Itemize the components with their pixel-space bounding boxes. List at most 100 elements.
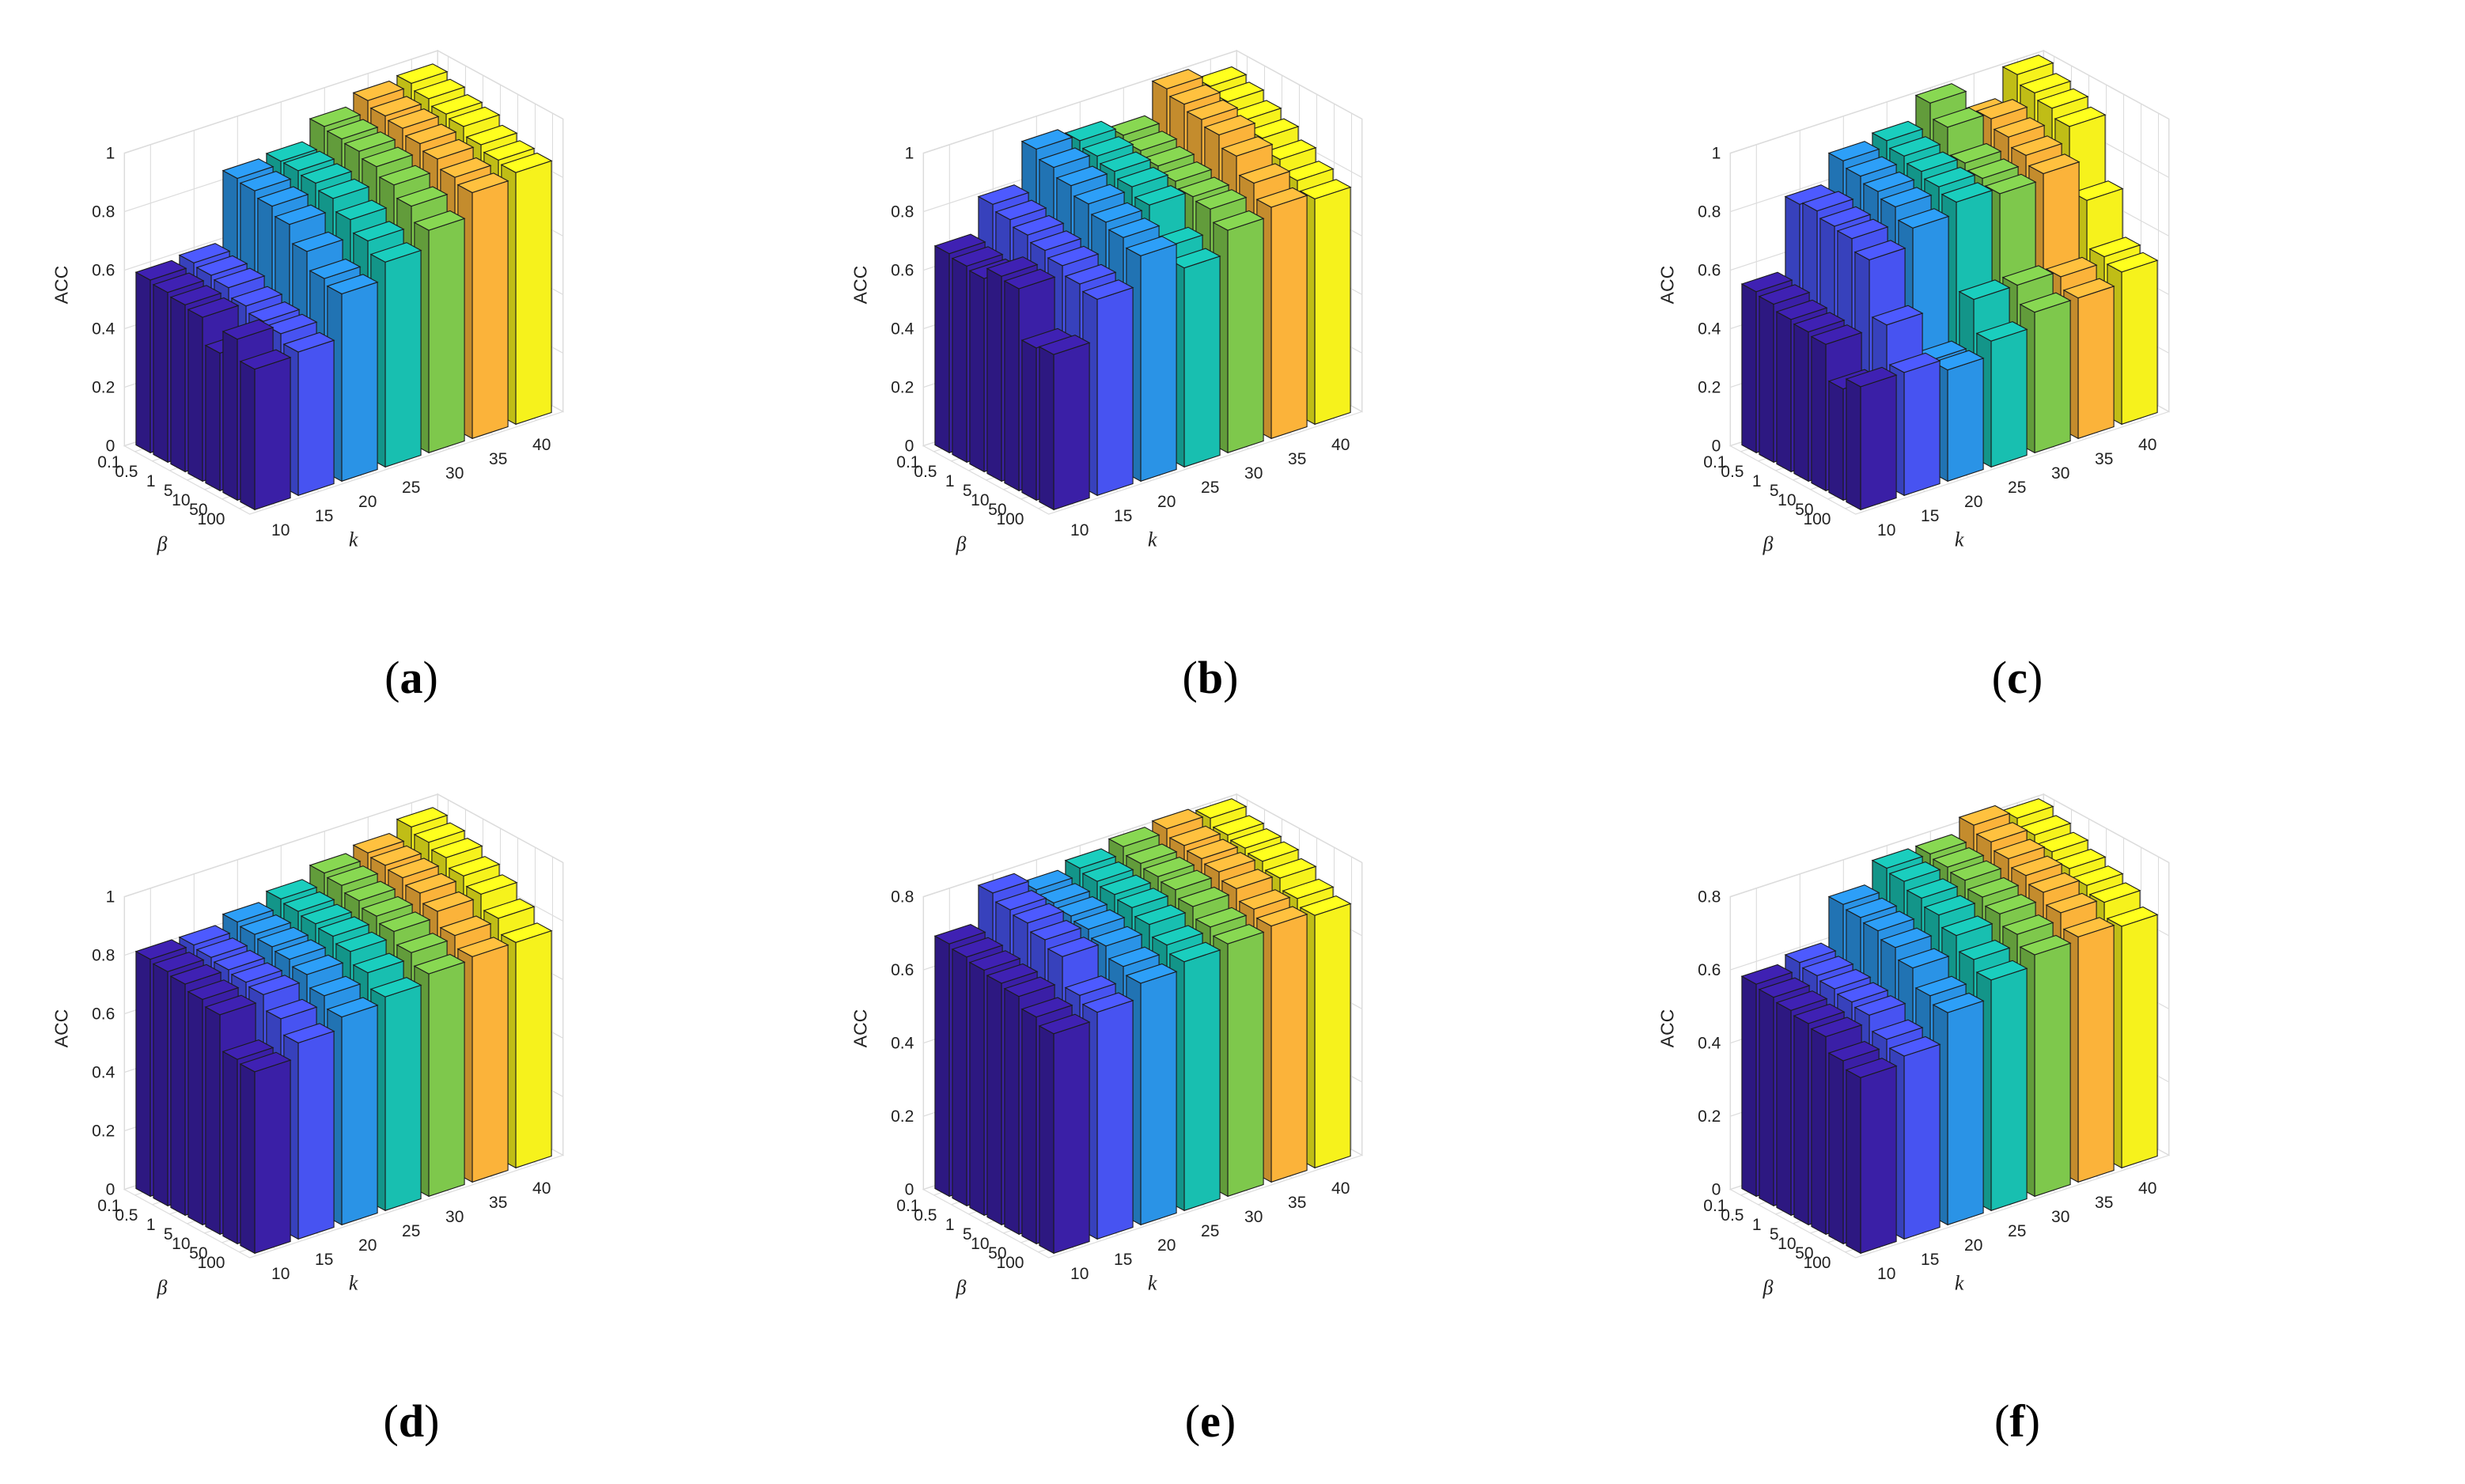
bar-top-face [1081, 861, 1134, 882]
bar-top-face [369, 845, 422, 866]
z-tick-label: 0.6 [891, 961, 914, 979]
bar-top-face [1125, 131, 1178, 151]
beta-tick-label: 50 [189, 1244, 207, 1263]
bar-top-face [248, 975, 301, 995]
bar-top-face [1108, 827, 1161, 847]
bar [1845, 1058, 1898, 1255]
bar [2062, 917, 2115, 1183]
bar-top-face [1212, 815, 1265, 836]
beta-axis-label: β [956, 1276, 967, 1299]
bar-top-face [300, 163, 353, 184]
bar-top-face [951, 937, 1004, 958]
bar3d-chart-a: 00.20.40.60.81ACC0.10.5151050100β1015202… [51, 49, 565, 555]
beta-tick-label: 50 [1795, 501, 1813, 519]
bar-top-face [1073, 184, 1126, 205]
bar-front-face [1096, 1000, 1134, 1240]
bar-top-face [1116, 166, 1169, 187]
bar-top-face [1073, 909, 1126, 930]
bar-top-face [309, 853, 362, 874]
z-tick-label: 1 [106, 145, 115, 163]
bar-top-face [1125, 236, 1178, 256]
k-tick-label: 40 [2138, 1179, 2156, 1198]
bar-top-face [204, 994, 257, 1016]
bar-top-face [1055, 895, 1108, 917]
bar [1932, 992, 1985, 1226]
bar-top-face [1195, 66, 1248, 87]
k-tick-label: 40 [2138, 436, 2156, 454]
bar-top-face [1108, 218, 1161, 238]
bar-top-face [1793, 312, 1846, 333]
bar [2106, 252, 2159, 426]
bar-top-face [1186, 839, 1239, 860]
bar [1125, 963, 1178, 1226]
bar-top-face [352, 80, 405, 101]
k-tick-label: 10 [1070, 521, 1089, 539]
bar-top-face [1212, 210, 1265, 231]
bar-top-face [1880, 187, 1933, 208]
bar-front-face [384, 984, 422, 1212]
bar-top-face [1958, 279, 2011, 301]
bar-top-face [439, 915, 492, 937]
z-gridline [124, 793, 563, 898]
bar-top-face [239, 914, 292, 935]
bar-top-face [134, 939, 187, 960]
k-axis-label: k [1955, 1271, 1964, 1294]
bar-top-face [1090, 926, 1143, 947]
bar-top-face [1195, 907, 1248, 928]
bar-top-face [500, 152, 553, 173]
k-axis-label: k [1148, 1271, 1157, 1294]
bar-top-face [1801, 191, 1854, 212]
bar-top-face [1801, 956, 1854, 976]
bar-top-face [1134, 904, 1187, 926]
bar-front-face [297, 1030, 335, 1240]
bar-top-face [1932, 107, 1985, 128]
bar-top-face [282, 1023, 335, 1043]
z-tick-label: 0.8 [891, 888, 914, 907]
bar [1081, 992, 1134, 1240]
bar-top-face [378, 911, 431, 933]
z-tick-label: 0.6 [891, 262, 914, 280]
beta-tick-label: 100 [996, 510, 1024, 528]
bar-top-face [986, 256, 1039, 277]
beta-tick-label: 0.1 [1703, 453, 1726, 471]
z-tick-label: 0 [106, 1181, 115, 1199]
bar-front-face [1140, 971, 1177, 1226]
bar [2019, 934, 2072, 1198]
bar-top-face [361, 146, 414, 168]
bar-top-face [977, 873, 1030, 894]
bar-top-face [387, 857, 440, 879]
z-tick-label: 0.4 [1698, 1035, 1721, 1053]
beta-tick-label: 100 [996, 1254, 1024, 1272]
bar-front-face [341, 281, 378, 483]
bar-top-face [1247, 841, 1300, 862]
z-tick-label: 1 [905, 145, 914, 163]
bar-top-face [1871, 120, 1924, 142]
bar-top-face [1862, 171, 1915, 192]
bar [1888, 1035, 1941, 1240]
k-tick-label: 30 [445, 464, 464, 483]
bar-top-face [1029, 230, 1082, 252]
k-tick-label: 15 [315, 1251, 333, 1269]
z-tick-label: 0.2 [891, 379, 914, 397]
bar-top-face [1993, 117, 2046, 138]
beta-tick-label: 10 [172, 1235, 190, 1253]
bar-side-face [135, 950, 151, 1198]
bar-front-face [1053, 1021, 1090, 1255]
panel-caption-a: (a) [384, 652, 438, 703]
beta-axis-label: β [1763, 532, 1774, 555]
bar-top-face [1099, 874, 1152, 895]
bar-front-face [384, 249, 422, 468]
k-tick-label: 20 [358, 493, 377, 511]
panel-caption-d: (d) [383, 1395, 440, 1447]
bar-side-face [1759, 988, 1774, 1207]
bar-top-face [282, 331, 335, 353]
bar-top-face [1914, 834, 1967, 855]
bar [239, 1051, 292, 1255]
z-tick-label: 0 [905, 1181, 914, 1199]
beta-tick-label: 0.5 [1721, 463, 1744, 481]
bar-top-face [352, 221, 405, 242]
bar-top-face [1914, 975, 1967, 997]
bar-top-face [2106, 252, 2159, 273]
bar-top-face [222, 319, 275, 340]
z-tick-label: 0.6 [1698, 961, 1721, 979]
